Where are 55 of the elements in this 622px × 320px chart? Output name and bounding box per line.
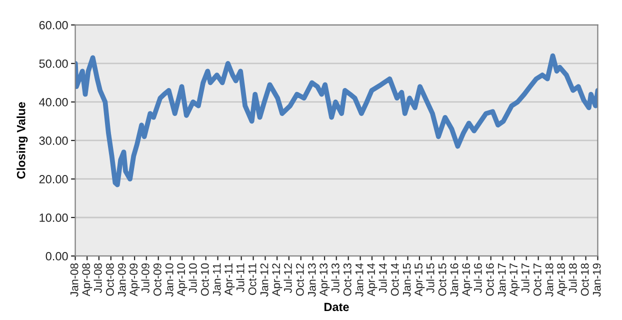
y-tick-label: 50.00	[39, 60, 68, 68]
x-tick-label: Apr-16	[462, 263, 472, 296]
x-tick-label: Jan-19	[592, 263, 601, 297]
x-tick-label: Apr-17	[510, 264, 520, 296]
y-tick-label: 0.00	[46, 252, 68, 260]
x-tick-label: Oct-08	[106, 263, 114, 296]
x-tick-label: Oct-17	[533, 264, 542, 296]
x-tick-label: Oct-15	[438, 263, 446, 296]
x-tick-label: Jan-17	[498, 264, 506, 297]
y-tick-label: 60.00	[39, 20, 68, 30]
x-tick-label: Jul-13	[331, 263, 340, 294]
x-tick-label: Oct-09	[153, 263, 162, 296]
x-tick-label: Jan-08	[70, 263, 78, 297]
x-tick-label: Jul-11	[236, 263, 244, 292]
x-tick-label: Jul-09	[141, 263, 150, 294]
x-tick-label: Apr-08	[82, 263, 92, 296]
x-tick-label: Jan-13	[308, 263, 316, 297]
x-tick-label: Apr-13	[320, 263, 330, 296]
x-tick-label: Jul-14	[378, 263, 387, 294]
x-tick-label: Oct-14	[390, 263, 399, 296]
x-tick-label: Apr-09	[130, 263, 140, 296]
x-tick-label: Apr-14	[367, 263, 378, 296]
x-tick-label: Apr-11	[224, 263, 235, 296]
x-tick-label: Oct-10	[200, 263, 209, 296]
y-tick-label: 40.00	[39, 98, 68, 106]
x-tick-label: Jul-15	[426, 263, 434, 294]
x-tick-label: Jul-16	[474, 263, 482, 294]
y-tick-label: 10.00	[40, 214, 68, 222]
x-tick-label: Apr-18	[557, 263, 568, 296]
x-tick-label: Jan-15	[402, 263, 411, 297]
x-tick-label: Apr-12	[272, 264, 282, 296]
x-tick-label: Apr-15	[414, 263, 425, 296]
x-tick-label: Jan-16	[450, 263, 458, 297]
x-tick-label: Jan-10	[165, 263, 174, 297]
x-tick-label: Jul-10	[188, 263, 197, 294]
x-tick-label: Apr-10	[177, 263, 188, 296]
y-tick-label: 30.00	[39, 136, 68, 145]
x-tick-label: Jul-17	[521, 264, 530, 294]
x-tick-label: Jul-18	[568, 263, 577, 294]
x-axis-title: Date	[324, 302, 349, 312]
x-tick-label: Jan-09	[118, 263, 126, 297]
y-axis-title: Closing Value	[16, 102, 28, 179]
x-tick-label: Jan-11	[213, 263, 221, 296]
x-tick-label: Jul-08	[94, 263, 102, 294]
x-tick-label: Oct-16	[486, 263, 494, 296]
y-tick-label: 20.00	[39, 175, 68, 184]
x-tick-label: Jan-12	[260, 264, 268, 297]
x-tick-label: Oct-18	[580, 263, 589, 296]
x-tick-label: Oct-11	[248, 263, 256, 295]
line-series	[75, 53, 598, 188]
x-tick-label: Oct-13	[343, 263, 352, 296]
x-tick-label: Jan-14	[356, 263, 364, 297]
x-tick-label: Oct-12	[296, 264, 304, 296]
x-tick-label: Jul-12	[284, 264, 292, 294]
x-tick-label: Jan-18	[545, 263, 554, 297]
